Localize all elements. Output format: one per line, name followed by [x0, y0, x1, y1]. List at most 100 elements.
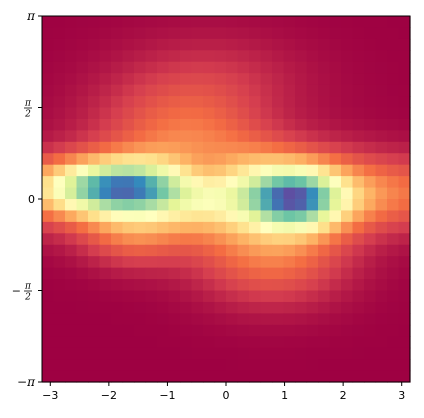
- heatmap-cell: [260, 153, 273, 166]
- heatmap-cell: [318, 107, 331, 120]
- heatmap-cell: [329, 233, 342, 246]
- heatmap-cell: [99, 221, 112, 234]
- heatmap-cell: [306, 176, 319, 189]
- heatmap-cell: [53, 313, 66, 326]
- heatmap-cell: [157, 256, 170, 269]
- heatmap-cell: [329, 118, 342, 131]
- heatmap-cell: [111, 267, 124, 280]
- heatmap-cell: [168, 301, 181, 314]
- heatmap-cell: [203, 84, 216, 97]
- heatmap-cell: [226, 233, 239, 246]
- heatmap-cell: [237, 84, 250, 97]
- heatmap-cell: [387, 61, 400, 74]
- heatmap-cell: [99, 359, 112, 372]
- heatmap-cell: [157, 324, 170, 337]
- heatmap-cell: [329, 107, 342, 120]
- heatmap-cell: [65, 187, 78, 200]
- heatmap-cell: [306, 233, 319, 246]
- heatmap-cell: [283, 221, 296, 234]
- heatmap-cell: [329, 164, 342, 177]
- heatmap-cell: [306, 279, 319, 292]
- heatmap-cell: [122, 96, 135, 109]
- heatmap-cell: [168, 187, 181, 200]
- heatmap-cell: [283, 96, 296, 109]
- heatmap-cell: [387, 84, 400, 97]
- heatmap-cell: [42, 359, 55, 372]
- heatmap-cell: [99, 199, 112, 212]
- heatmap-cell: [65, 38, 78, 51]
- heatmap-cell: [134, 370, 147, 383]
- heatmap-cell: [237, 221, 250, 234]
- heatmap-cell: [260, 221, 273, 234]
- heatmap-cell: [306, 107, 319, 120]
- heatmap-cell: [65, 256, 78, 269]
- heatmap-cell: [237, 50, 250, 63]
- heatmap-cell: [341, 153, 354, 166]
- heatmap-cell: [168, 370, 181, 383]
- heatmap-cell: [88, 336, 101, 349]
- heatmap-cell: [134, 38, 147, 51]
- heatmap-cell: [260, 27, 273, 40]
- heatmap-cell: [111, 61, 124, 74]
- heatmap-cell: [283, 141, 296, 154]
- heatmap-cell: [168, 176, 181, 189]
- heatmap-cell: [226, 336, 239, 349]
- heatmap-cell: [295, 313, 308, 326]
- heatmap-cell: [249, 199, 262, 212]
- heatmap-cell: [65, 359, 78, 372]
- y-tick-label: π2: [24, 98, 32, 119]
- heatmap-cell: [88, 301, 101, 314]
- heatmap-cell: [318, 50, 331, 63]
- heatmap-cell: [260, 61, 273, 74]
- heatmap-cell: [157, 199, 170, 212]
- heatmap-cell: [329, 16, 342, 29]
- heatmap-cell: [53, 187, 66, 200]
- heatmap-cell: [53, 73, 66, 86]
- heatmap-cell: [191, 221, 204, 234]
- heatmap-cell: [364, 187, 377, 200]
- heatmap-cell: [157, 153, 170, 166]
- heatmap-cell: [364, 244, 377, 257]
- heatmap-cell: [306, 130, 319, 143]
- heatmap-cell: [157, 267, 170, 280]
- heatmap-cell: [76, 313, 89, 326]
- heatmap-cell: [318, 38, 331, 51]
- heatmap-cell: [214, 164, 227, 177]
- heatmap-cell: [53, 359, 66, 372]
- heatmap-cell: [88, 233, 101, 246]
- x-tick-label: −2: [101, 389, 117, 402]
- heatmap-cell: [99, 347, 112, 360]
- heatmap-cell: [122, 359, 135, 372]
- heatmap-cell: [318, 324, 331, 337]
- heatmap-cell: [375, 118, 388, 131]
- heatmap-cell: [76, 279, 89, 292]
- heatmap-cell: [99, 153, 112, 166]
- heatmap-cell: [237, 61, 250, 74]
- heatmap-cell: [272, 73, 285, 86]
- heatmap-cell: [387, 210, 400, 223]
- heatmap-cell: [111, 73, 124, 86]
- heatmap-cell: [134, 73, 147, 86]
- heatmap-cell: [65, 210, 78, 223]
- heatmap-cell: [65, 370, 78, 383]
- heatmap-cell: [214, 313, 227, 326]
- heatmap-cell: [375, 359, 388, 372]
- heatmap-cell: [180, 359, 193, 372]
- heatmap-cell: [99, 324, 112, 337]
- heatmap-cell: [191, 164, 204, 177]
- heatmap-cell: [111, 279, 124, 292]
- heatmap-cell: [76, 153, 89, 166]
- heatmap-cell: [180, 84, 193, 97]
- heatmap-cell: [53, 256, 66, 269]
- heatmap-cell: [272, 16, 285, 29]
- heatmap-cell: [398, 199, 411, 212]
- heatmap-cell: [134, 313, 147, 326]
- heatmap-cell: [260, 96, 273, 109]
- heatmap-cell: [272, 118, 285, 131]
- heatmap-cell: [375, 313, 388, 326]
- heatmap-cell: [134, 359, 147, 372]
- heatmap-cell: [203, 187, 216, 200]
- heatmap-cell: [318, 187, 331, 200]
- heatmap-cell: [191, 84, 204, 97]
- heatmap-cell: [76, 176, 89, 189]
